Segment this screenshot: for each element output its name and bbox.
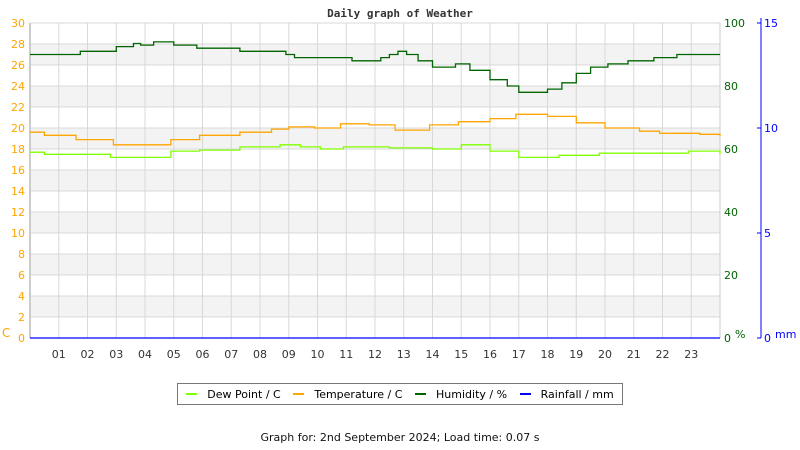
legend-label: Humidity / % [436, 387, 508, 401]
x-tick-label: 14 [426, 348, 440, 361]
legend: Dew Point / C Temperature / C Humidity / %… [177, 383, 623, 405]
left-tick-label: 26 [11, 59, 25, 72]
x-tick-label: 02 [81, 348, 95, 361]
humidity-axis-unit: % [735, 328, 745, 341]
legend-item: Humidity / % [415, 388, 507, 401]
x-tick-label: 12 [368, 348, 382, 361]
left-tick-label: 20 [11, 122, 25, 135]
left-tick-label: 14 [11, 185, 25, 198]
chart-title: Daily graph of Weather [327, 7, 473, 20]
legend-swatch [519, 393, 531, 395]
left-tick-label: 8 [18, 248, 25, 261]
humidity-tick-label: 0 [724, 332, 731, 345]
x-tick-label: 09 [282, 348, 296, 361]
x-tick-label: 03 [109, 348, 123, 361]
legend-label: Dew Point / C [207, 387, 281, 401]
x-tick-label: 21 [627, 348, 641, 361]
x-tick-label: 15 [454, 348, 468, 361]
legend-swatch [293, 393, 305, 395]
x-tick-label: 23 [684, 348, 698, 361]
humidity-tick-label: 100 [724, 17, 745, 30]
left-tick-label: 4 [18, 290, 25, 303]
chart-canvas: Daily graph of Weather 02468101214161820… [2, 7, 796, 361]
legend-swatch [186, 393, 198, 395]
x-tick-label: 16 [483, 348, 497, 361]
left-tick-label: 30 [11, 17, 25, 30]
left-tick-label: 6 [18, 269, 25, 282]
left-tick-label: 0 [18, 332, 25, 345]
series-line-humidity [30, 41, 720, 93]
legend-item: Rainfall / mm [519, 387, 614, 401]
x-tick-label: 01 [52, 348, 66, 361]
footer-text: Graph for: 2nd September 2024; Load time… [260, 431, 540, 444]
humidity-tick-label: 80 [724, 80, 738, 93]
x-tick-label: 17 [512, 348, 526, 361]
x-tick-label: 08 [253, 348, 267, 361]
humidity-tick-label: 40 [724, 206, 738, 219]
rainfall-tick-label: 5 [764, 227, 771, 240]
x-tick-label: 19 [569, 348, 583, 361]
x-tick-label: 13 [397, 348, 411, 361]
x-tick-label: 10 [311, 348, 325, 361]
left-tick-label: 18 [11, 143, 25, 156]
x-tick-label: 06 [196, 348, 210, 361]
rainfall-tick-label: 15 [764, 17, 778, 30]
x-tick-label: 05 [167, 348, 181, 361]
x-tick-label: 18 [541, 348, 555, 361]
series-line-dew [30, 144, 721, 159]
legend-item: Dew Point / C [186, 387, 281, 401]
left-tick-label: 16 [11, 164, 25, 177]
legend-label: Rainfall / mm [540, 387, 614, 401]
humidity-tick-label: 60 [724, 143, 738, 156]
rainfall-tick-label: 0 [764, 332, 771, 345]
humidity-tick-label: 20 [724, 269, 738, 282]
legend-label: Temperature / C [314, 387, 403, 401]
left-tick-label: 24 [11, 80, 25, 93]
series-line-temperature [30, 113, 721, 146]
legend-item: Temperature / C [293, 388, 402, 401]
rainfall-axis-unit: mm [775, 328, 796, 341]
left-tick-label: 12 [11, 206, 25, 219]
rainfall-tick-label: 10 [764, 122, 778, 135]
legend-swatch [415, 393, 427, 395]
x-tick-label: 22 [656, 348, 670, 361]
left-axis-unit: C [2, 326, 10, 340]
left-tick-label: 22 [11, 101, 25, 114]
x-tick-label: 11 [339, 348, 353, 361]
left-tick-label: 10 [11, 227, 25, 240]
left-tick-label: 28 [11, 38, 25, 51]
x-tick-label: 04 [138, 348, 152, 361]
x-tick-label: 07 [224, 348, 238, 361]
x-tick-label: 20 [598, 348, 612, 361]
left-tick-label: 2 [18, 311, 25, 324]
